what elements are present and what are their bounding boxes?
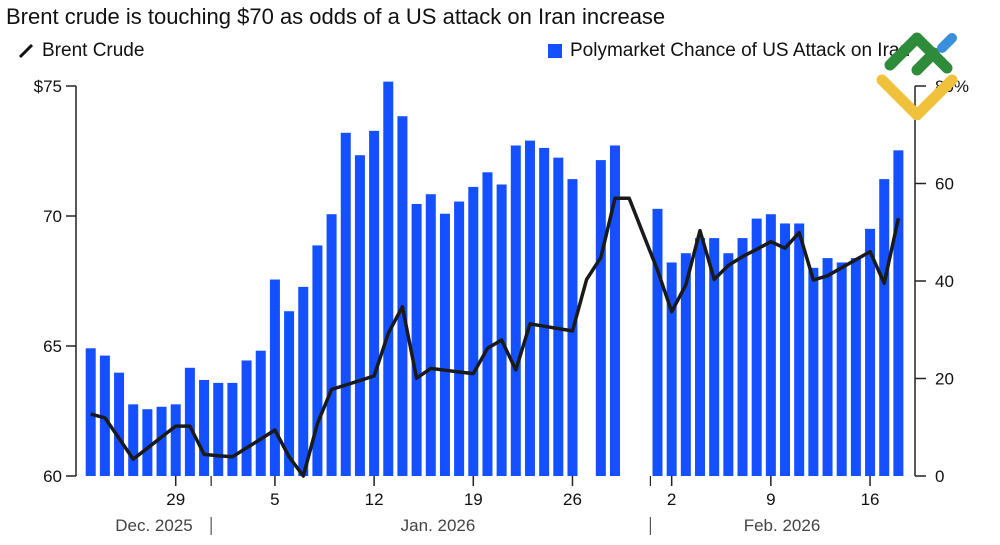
bar — [893, 150, 904, 476]
bar — [227, 382, 238, 476]
bar — [170, 404, 181, 476]
bar — [369, 130, 380, 476]
bar — [425, 194, 436, 476]
left-axis-tick-label: 60 — [43, 467, 62, 486]
x-axis-tick-label: 9 — [766, 490, 775, 509]
bar — [383, 81, 394, 477]
bar — [808, 267, 819, 476]
legend-label-brent: Brent Crude — [42, 40, 145, 61]
bar — [241, 360, 252, 476]
bar — [439, 213, 450, 476]
bar — [284, 311, 295, 476]
bar — [397, 116, 408, 476]
bar — [326, 214, 337, 476]
bar — [255, 350, 266, 476]
bar — [539, 147, 550, 476]
bar — [298, 286, 309, 476]
right-axis-tick-label: 40 — [935, 272, 954, 291]
bar — [850, 258, 861, 476]
bar — [737, 238, 748, 476]
watermark-logo — [876, 32, 958, 120]
left-axis-tick-label: 65 — [43, 337, 62, 356]
bar — [652, 208, 663, 476]
bar — [114, 372, 125, 476]
bar — [751, 218, 762, 476]
bar — [680, 253, 691, 476]
bar-swatch-icon — [548, 44, 562, 58]
bar — [780, 223, 791, 476]
bar — [496, 184, 507, 476]
x-axis-tick-label: 12 — [365, 490, 384, 509]
bar — [794, 223, 805, 476]
bar — [128, 404, 139, 476]
bar — [142, 409, 153, 476]
bar — [609, 145, 620, 476]
x-axis-tick-label: 19 — [464, 490, 483, 509]
bar — [312, 245, 323, 476]
bar — [184, 367, 195, 476]
bar — [709, 238, 720, 476]
bar — [666, 262, 677, 476]
legend-label-polymarket: Polymarket Chance of US Attack on Iran — [570, 40, 911, 61]
bar — [836, 262, 847, 476]
right-axis-tick-label: 60 — [935, 175, 954, 194]
bar — [879, 179, 890, 477]
bar — [510, 145, 521, 476]
x-axis-tick-label: 16 — [861, 490, 880, 509]
bar — [595, 160, 606, 476]
left-axis-tick-label: 70 — [43, 207, 62, 226]
legend-item-polymarket: Polymarket Chance of US Attack on Iran — [548, 40, 910, 62]
x-axis-tick-label: 2 — [667, 490, 676, 509]
month-label: Dec. 2025 — [115, 516, 193, 535]
bar — [199, 379, 210, 476]
legend-item-brent: Brent Crude — [18, 40, 144, 62]
bar — [269, 279, 280, 476]
bar — [213, 382, 224, 476]
bar — [765, 214, 776, 476]
right-axis-tick-label: 20 — [935, 370, 954, 389]
bar — [695, 238, 706, 476]
line-swatch-icon — [18, 43, 34, 59]
bar — [865, 228, 876, 476]
bar — [340, 132, 351, 477]
right-axis-tick-label: 0 — [935, 467, 944, 486]
bar — [354, 155, 365, 476]
bar — [553, 157, 564, 476]
bar — [156, 406, 167, 476]
bar — [482, 172, 493, 476]
x-axis-tick-label: 29 — [166, 490, 185, 509]
x-axis-tick-label: 5 — [270, 490, 279, 509]
bar — [822, 258, 833, 476]
bar — [99, 355, 110, 476]
chart-title: Brent crude is touching $70 as odds of a… — [6, 4, 666, 29]
bar — [723, 253, 734, 476]
brent-crude-line — [90, 196, 901, 478]
bar — [524, 140, 535, 476]
bar — [85, 348, 96, 476]
left-axis-tick-label: $75 — [34, 77, 62, 96]
month-label: Feb. 2026 — [744, 516, 821, 535]
bar — [454, 201, 465, 476]
x-axis-tick-label: 26 — [563, 490, 582, 509]
month-label: Jan. 2026 — [401, 516, 476, 535]
bar — [411, 203, 422, 476]
bar — [468, 186, 479, 476]
